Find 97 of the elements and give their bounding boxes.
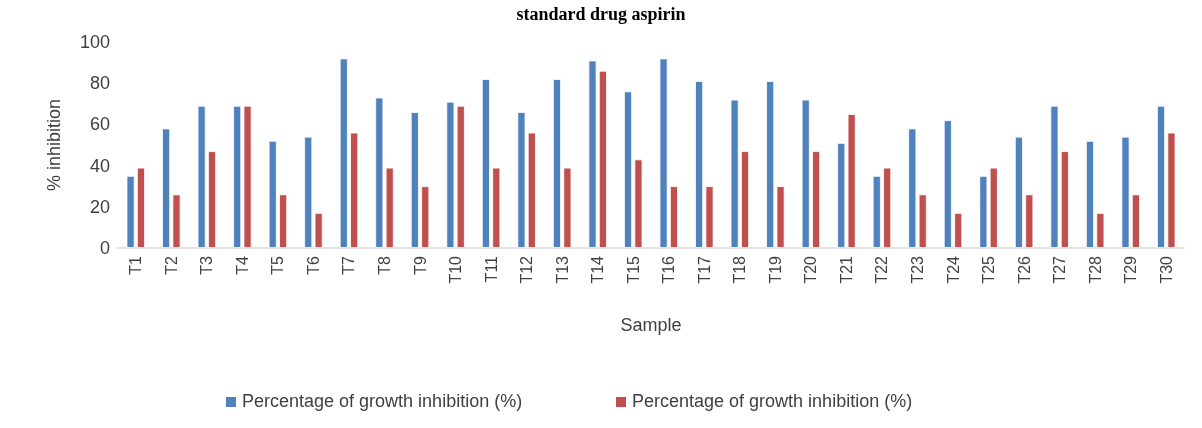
bar: [243, 105, 252, 248]
y-tick-label: 100: [79, 32, 110, 52]
bar: [233, 105, 242, 248]
bar: [1050, 105, 1059, 248]
x-tick-label: T11: [482, 255, 500, 283]
bar: [812, 151, 821, 248]
bar: [598, 70, 607, 248]
bar: [481, 79, 490, 248]
x-tick-label: T10: [447, 255, 465, 284]
bar: [989, 167, 998, 248]
bar: [943, 120, 952, 248]
x-tick-label: T14: [589, 255, 607, 284]
bar: [172, 194, 181, 248]
bar: [492, 167, 501, 248]
bar: [705, 186, 714, 248]
bar: [634, 159, 643, 248]
bar: [695, 81, 704, 248]
x-tick-label: T4: [233, 255, 251, 275]
x-tick-label: T8: [376, 255, 393, 275]
x-tick-label: T24: [944, 255, 962, 284]
y-tick-label: 20: [89, 196, 110, 217]
bar: [1167, 132, 1176, 248]
bar: [279, 194, 288, 248]
bar: [847, 114, 856, 248]
bar: [1060, 151, 1069, 248]
bar: [872, 175, 881, 248]
x-tick-label: T27: [1051, 255, 1069, 284]
bar: [421, 186, 430, 248]
bar: [669, 186, 678, 248]
x-tick-label: T21: [837, 255, 855, 284]
bar: [126, 175, 135, 248]
bar: [741, 151, 750, 248]
x-tick-label: T19: [766, 255, 784, 284]
bar: [659, 58, 668, 248]
bar: [1085, 140, 1094, 248]
bar: [339, 58, 348, 248]
x-tick-label: T9: [411, 255, 429, 275]
bar: [268, 140, 277, 248]
bar: [624, 91, 633, 248]
bar: [801, 99, 810, 248]
x-tick-label: T2: [162, 255, 180, 275]
bar: [1096, 212, 1105, 248]
bar: [766, 81, 775, 248]
x-tick-label: T3: [198, 255, 216, 275]
bar: [304, 136, 313, 248]
bar: [837, 142, 846, 248]
bar: [350, 132, 359, 248]
bar: [517, 112, 526, 248]
bar: [446, 101, 455, 248]
bar: [1014, 136, 1023, 248]
x-tick-label: T26: [1015, 255, 1033, 284]
bar: [730, 99, 739, 248]
x-tick-label: T17: [695, 255, 713, 284]
x-tick-label: T25: [980, 255, 998, 284]
x-tick-label: T22: [873, 255, 891, 284]
bar: [1025, 194, 1034, 248]
bar: [563, 167, 572, 248]
y-tick-label: 80: [89, 73, 110, 94]
bar: [954, 212, 963, 248]
x-tick-label: T30: [1157, 255, 1175, 284]
x-tick-label: T23: [909, 255, 926, 284]
x-tick-label: T28: [1086, 255, 1104, 284]
bar: [1131, 194, 1140, 248]
bar: [136, 167, 145, 248]
y-tick-label: 0: [99, 238, 110, 258]
bar: [883, 167, 892, 248]
y-axis-title: % inhibition: [44, 98, 64, 192]
x-tick-label: T18: [731, 255, 749, 284]
x-tick-label: T12: [518, 255, 536, 284]
x-tick-label: T1: [127, 255, 145, 275]
y-tick-label: 40: [89, 155, 110, 176]
x-tick-label: T20: [802, 255, 820, 284]
bar: [776, 186, 785, 248]
chart-title: standard drug aspirin: [516, 4, 686, 24]
bar: [197, 105, 206, 248]
bar: [979, 175, 988, 248]
bar: [1157, 105, 1166, 248]
y-tick-label: 60: [89, 114, 110, 135]
x-tick-label: T5: [269, 255, 287, 275]
bar: [456, 105, 465, 248]
x-tick-label: T29: [1122, 255, 1140, 284]
bar: [1121, 136, 1130, 248]
bar: [162, 128, 171, 248]
bar: [314, 212, 323, 248]
x-tick-label: T13: [553, 255, 571, 284]
x-tick-label: T7: [340, 255, 358, 275]
x-tick-label: T6: [304, 255, 322, 275]
bar: [588, 60, 597, 248]
x-tick-label: T16: [660, 255, 678, 284]
legend-label: Percentage of growth inhibition (%): [632, 391, 913, 411]
bar: [208, 151, 217, 248]
bar: [552, 79, 561, 248]
legend-label: Percentage of growth inhibition (%): [242, 391, 523, 411]
bar: [410, 112, 419, 248]
x-axis-title: Sample: [620, 315, 682, 335]
bar: [527, 132, 536, 248]
x-tick-label: T15: [624, 255, 642, 284]
